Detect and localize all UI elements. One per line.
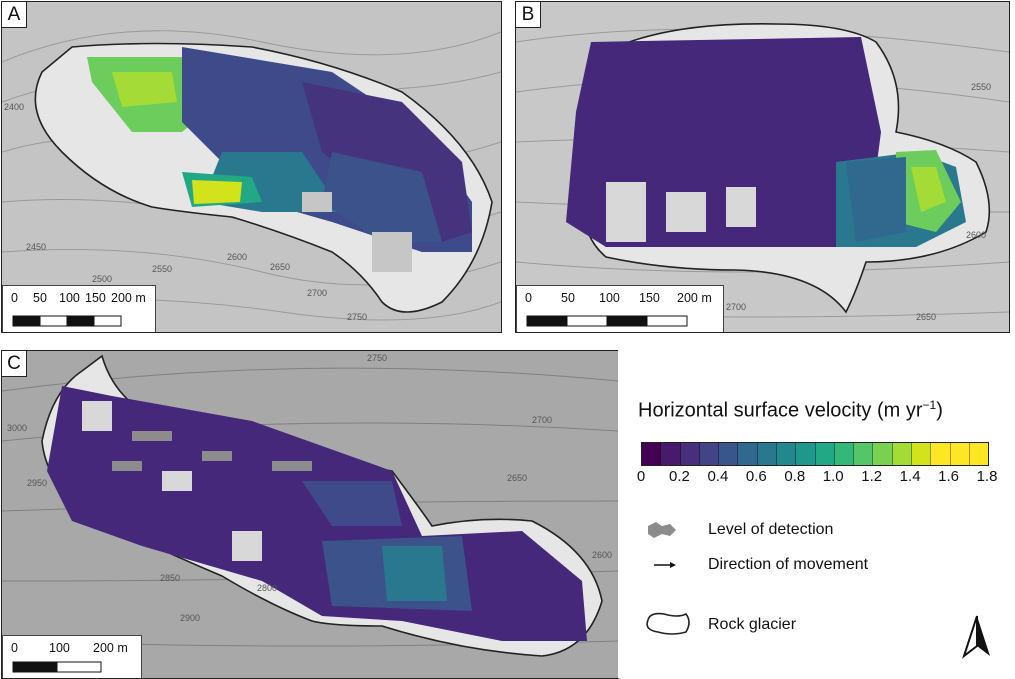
svg-text:2900: 2900 [180,613,200,623]
svg-text:2650: 2650 [507,473,527,483]
colorbar [641,442,989,466]
legend-title: Horizontal surface velocity (m yr−1) [638,398,943,423]
scale-tick-a-0: 0 [11,291,18,305]
panel-b-map: 2550 2600 2650 2700 [516,2,1009,332]
scale-bar-b-graphic [526,315,688,327]
legend-item-direction: Direction of movement [708,556,869,573]
scale-tick-c-1: 100 [49,641,70,655]
svg-text:2550: 2550 [152,264,172,274]
svg-text:2550: 2550 [971,82,991,92]
svg-text:2400: 2400 [4,102,24,112]
scale-bar-a: 0 50 100 150 200 m [2,285,156,332]
level-of-detection-icon [648,522,676,538]
svg-text:2650: 2650 [270,262,290,272]
colorbar-tick-4: 0.8 [784,468,806,485]
legend-title-text: Horizontal surface velocity (m yr [638,399,923,422]
scale-tick-a-4: 200 m [111,291,146,305]
scale-tick-c-2: 200 m [93,641,128,655]
svg-text:2450: 2450 [26,242,46,252]
scale-tick-a-2: 100 [59,291,80,305]
svg-text:2600: 2600 [227,252,247,262]
map-panel-a: 2400 2450 2500 2550 2600 2650 2700 2750 A 0 … [1,1,502,333]
svg-text:2850: 2850 [160,573,180,583]
panel-label-c: C [2,351,27,377]
colorbar-tick-5: 1.0 [822,468,844,485]
colorbar-bin-13 [892,443,912,465]
svg-text:2500: 2500 [92,274,112,284]
scale-tick-b-4: 200 m [677,291,712,305]
map-panel-b: 2550 2600 2650 2700 B 0 50 100 150 200 m [515,1,1010,333]
colorbar-bin-1 [661,443,681,465]
colorbar-bin-7 [776,443,797,465]
direction-arrow-icon [654,562,676,568]
rock-glacier-outline-icon [646,612,690,635]
colorbar-bin-0 [642,443,662,465]
svg-text:2700: 2700 [726,302,746,312]
map-panel-c: 2750 2700 2650 2600 3000 2950 2850 2800 2900… [1,350,619,679]
scale-bar-b: 0 50 100 150 200 m [516,285,724,332]
svg-text:2600: 2600 [966,230,986,240]
scale-bar-a-graphic [12,315,122,327]
scale-tick-b-3: 150 [639,291,660,305]
svg-text:2950: 2950 [27,478,47,488]
colorbar-bin-15 [931,443,951,465]
panel-a-map: 2400 2450 2500 2550 2600 2650 2700 2750 [2,2,501,332]
colorbar-bin-14 [911,443,932,465]
colorbar-ticks: 0 0.2 0.4 0.6 0.8 1.0 1.2 1.4 1.6 1.8 [637,468,998,488]
colorbar-bin-3 [699,443,720,465]
colorbar-bin-17 [969,443,989,465]
scale-tick-b-1: 50 [561,291,575,305]
colorbar-bin-5 [738,443,758,465]
scale-tick-b-0: 0 [525,291,532,305]
svg-text:2750: 2750 [347,312,367,322]
scale-bar-c-graphic [12,661,102,673]
scale-tick-b-2: 100 [599,291,620,305]
svg-text:3000: 3000 [7,423,27,433]
colorbar-bin-8 [796,443,816,465]
colorbar-bin-10 [834,443,855,465]
svg-text:2650: 2650 [916,312,936,322]
colorbar-bin-16 [950,443,970,465]
svg-text:2700: 2700 [307,288,327,298]
legend-title-exponent: −1 [922,398,937,412]
colorbar-tick-9: 1.8 [976,468,998,485]
colorbar-tick-7: 1.4 [899,468,921,485]
north-arrow-icon [962,615,990,659]
legend-item-level-of-detection: Level of detection [708,521,834,538]
panel-label-a: A [2,2,27,28]
svg-text:2600: 2600 [592,550,612,560]
colorbar-bin-11 [854,443,874,465]
svg-text:2700: 2700 [532,415,552,425]
legend-title-end: ) [936,399,943,422]
colorbar-tick-6: 1.2 [861,468,883,485]
colorbar-bin-4 [719,443,739,465]
scale-bar-c: 0 100 200 m [2,635,142,678]
colorbar-tick-0: 0 [636,468,646,485]
panel-label-b: B [516,2,541,28]
panel-c-map: 2750 2700 2650 2600 3000 2950 2850 2800 2900 [2,351,618,678]
scale-tick-c-0: 0 [11,641,18,655]
svg-text:2750: 2750 [367,353,387,363]
legend: Horizontal surface velocity (m yr−1) 0 0.… [618,350,1014,678]
colorbar-bin-6 [757,443,777,465]
colorbar-tick-1: 0.2 [669,468,690,485]
scale-tick-a-1: 50 [33,291,47,305]
colorbar-tick-2: 0.4 [707,468,729,485]
colorbar-tick-3: 0.6 [745,468,767,485]
scale-tick-a-3: 150 [85,291,106,305]
colorbar-bin-12 [873,443,893,465]
colorbar-bin-9 [815,443,835,465]
svg-text:2800: 2800 [257,583,277,593]
legend-item-rock-glacier: Rock glacier [708,616,797,633]
colorbar-tick-8: 1.6 [938,468,959,485]
colorbar-bin-2 [680,443,700,465]
